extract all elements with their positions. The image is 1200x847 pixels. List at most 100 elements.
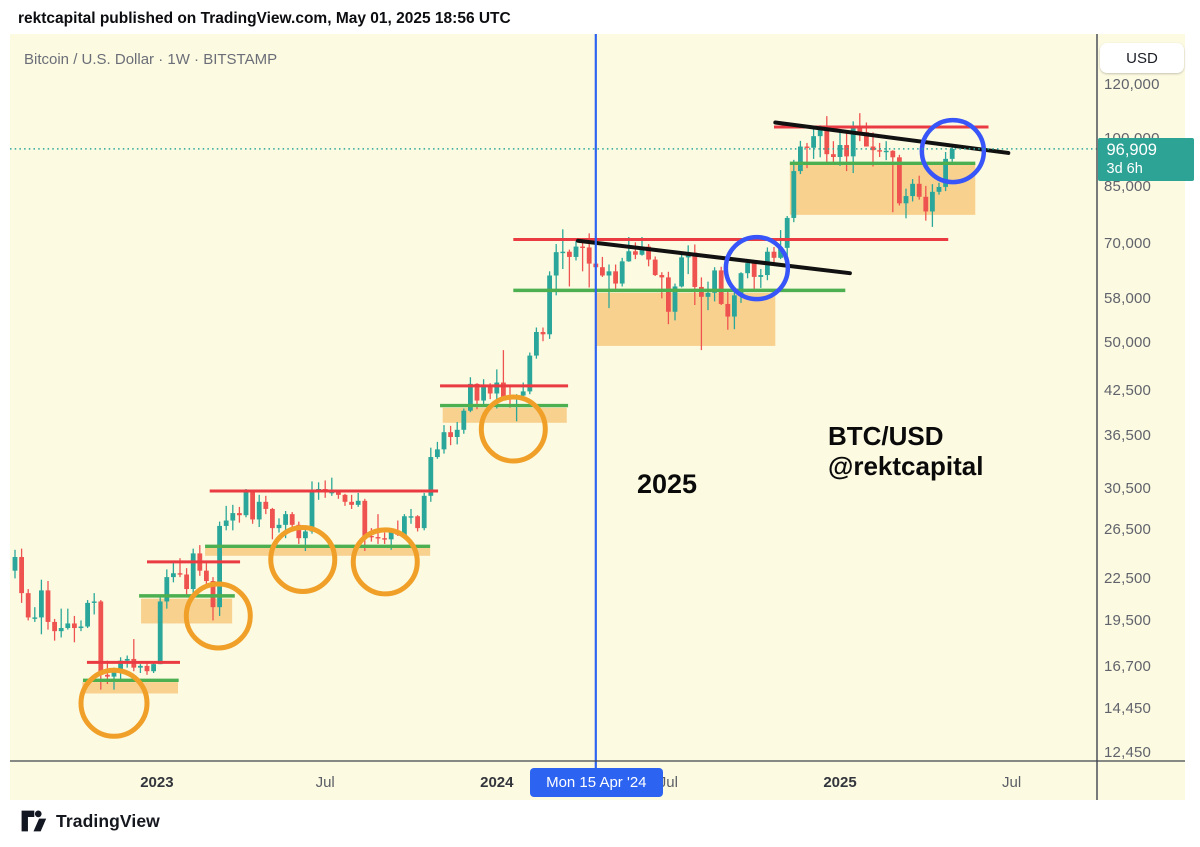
candle-body (303, 531, 308, 539)
candle-body (45, 590, 51, 622)
candle-body (501, 382, 506, 398)
candle-body (666, 277, 671, 312)
highlight-circle (183, 581, 253, 651)
support-zone-box (595, 292, 776, 346)
candle-body (243, 491, 249, 516)
candle-body (468, 383, 473, 411)
candle-body (263, 501, 269, 509)
candle-body (204, 570, 209, 582)
candle-body (151, 664, 156, 672)
annotation-year-label: 2025 (637, 469, 698, 499)
candle-body (844, 145, 849, 157)
candle-body (758, 275, 764, 277)
chart-title: Bitcoin / U.S. Dollar · 1W · BITSTAMP (24, 51, 278, 68)
candle-body (184, 574, 189, 590)
candle-body (870, 146, 876, 151)
candle-body (659, 275, 665, 278)
candle-body (362, 500, 368, 536)
candle-body (705, 292, 711, 297)
candle-body (672, 286, 678, 312)
candle-body (619, 261, 625, 284)
candle-body (190, 553, 196, 590)
candle-body (461, 410, 467, 430)
candle-body (613, 271, 618, 284)
highlight-circle (268, 524, 338, 594)
candle-body (296, 524, 302, 539)
candle-body (540, 332, 546, 335)
candle-body (936, 186, 942, 192)
candle-body (171, 573, 176, 578)
candle-body (560, 251, 566, 254)
candle-body (98, 601, 104, 675)
chart-background[interactable] (10, 34, 1185, 800)
candle-body (481, 384, 486, 401)
candle-body (329, 491, 335, 494)
candle-body (718, 270, 724, 304)
candle-body (415, 516, 420, 529)
candle-body (633, 251, 638, 255)
footer: TradingView (20, 809, 160, 833)
candle-body (527, 355, 533, 392)
candle-body (375, 537, 381, 539)
candle-body (831, 154, 836, 157)
candle-body (804, 146, 810, 148)
trend-line (773, 120, 1011, 155)
candle-body (144, 665, 150, 672)
candle-body (382, 538, 387, 540)
candle-body (890, 150, 896, 158)
support-zone-box (205, 547, 431, 556)
candle-body (534, 332, 539, 356)
tradingview-brand[interactable]: TradingView (56, 810, 160, 831)
tradingview-logo[interactable] (20, 809, 47, 833)
annotation-pair-line2: @rektcapital (828, 451, 984, 481)
candle-body (857, 126, 863, 133)
candle-body (309, 489, 315, 532)
candle-body (494, 382, 500, 394)
date-badge: Mon 15 Apr '24 (529, 768, 663, 797)
candle-body (751, 263, 757, 277)
candle-body (817, 126, 823, 137)
currency-button[interactable]: USD (1100, 43, 1184, 73)
candle-body (408, 516, 414, 518)
candle-body (210, 581, 216, 608)
candle-body (342, 494, 348, 502)
candle-body (32, 617, 38, 619)
candle-body (573, 246, 579, 257)
candle-body (230, 513, 236, 521)
candle-body (487, 384, 493, 394)
candle-body (600, 267, 605, 276)
candle-body (118, 660, 123, 672)
annotation-pair-handle: BTC/USD @rektcapital (828, 421, 983, 481)
highlight-circle (78, 667, 150, 739)
support-zone-box (442, 407, 567, 423)
candle-body (626, 251, 632, 262)
candle-body (606, 271, 612, 276)
candle-body (943, 158, 948, 187)
candle-body (388, 531, 394, 540)
candle-body (448, 432, 453, 437)
candle-body (903, 196, 909, 204)
candle-body (355, 500, 361, 505)
breakout-circle (919, 117, 987, 185)
candle-body (930, 191, 935, 212)
candle-body (72, 623, 77, 629)
candle-body (586, 247, 592, 264)
candle-body (39, 590, 44, 618)
highlight-circle (478, 394, 548, 464)
candle-body (553, 252, 559, 276)
candle-body (65, 623, 71, 629)
trend-line (575, 238, 852, 276)
support-zone-box (82, 682, 179, 694)
candle-body (177, 573, 183, 575)
candle-body (567, 251, 572, 257)
candle-body (910, 183, 915, 197)
candle-body (547, 275, 552, 335)
candle-body (520, 391, 526, 396)
candle-body (732, 295, 737, 317)
candle-body (157, 601, 163, 665)
candle-body (105, 674, 110, 677)
candle-body (778, 247, 783, 258)
candle-body (646, 246, 651, 260)
